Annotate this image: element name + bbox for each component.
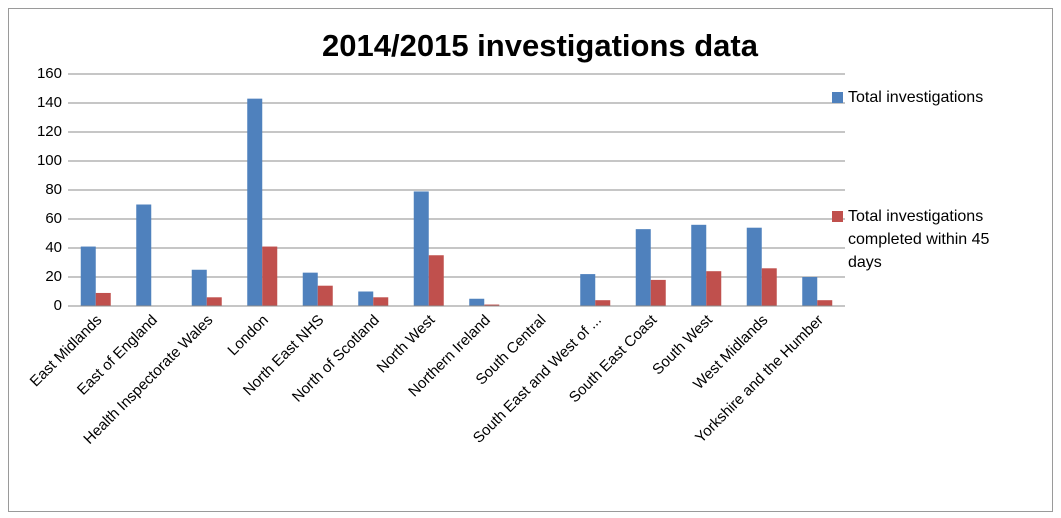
y-tick-label: 40 <box>45 239 62 256</box>
y-tick-label: 100 <box>37 152 62 169</box>
y-tick-label: 0 <box>54 297 62 314</box>
y-tick-label: 120 <box>37 123 62 140</box>
bar <box>635 229 651 306</box>
y-tick-label: 60 <box>45 210 62 227</box>
bar <box>317 285 333 306</box>
bar <box>191 269 207 306</box>
legend-item: Total investigations completed within 45… <box>832 205 992 274</box>
legend-label: Total investigations <box>848 89 984 106</box>
legend-swatch <box>832 211 843 222</box>
chart-title: 2014/2015 investigations data <box>322 28 759 63</box>
bar <box>428 255 444 306</box>
bar <box>802 277 818 306</box>
bar <box>373 297 389 306</box>
bar <box>413 191 429 306</box>
bar <box>80 246 96 306</box>
bar <box>817 300 833 306</box>
bar <box>95 292 111 306</box>
bar <box>706 271 722 306</box>
y-tick-label: 140 <box>37 94 62 111</box>
bar <box>206 297 222 306</box>
bar <box>761 268 777 306</box>
legend-label: Total investigations completed within 45… <box>848 208 990 271</box>
bar <box>469 298 485 306</box>
bar <box>247 98 263 307</box>
bar <box>650 279 666 306</box>
bar <box>691 224 707 306</box>
bar <box>746 227 762 306</box>
y-tick-label: 80 <box>45 181 62 198</box>
bar <box>262 246 278 306</box>
bar <box>580 274 596 306</box>
chart-border <box>8 8 1053 512</box>
y-tick-label: 160 <box>37 65 62 82</box>
bar <box>136 204 152 306</box>
legend-item: Total investigations <box>832 86 992 109</box>
bar <box>595 300 611 306</box>
legend-swatch <box>832 92 843 103</box>
bar <box>358 291 374 306</box>
y-tick-label: 20 <box>45 268 62 285</box>
bar <box>302 272 318 306</box>
bar <box>484 304 500 306</box>
